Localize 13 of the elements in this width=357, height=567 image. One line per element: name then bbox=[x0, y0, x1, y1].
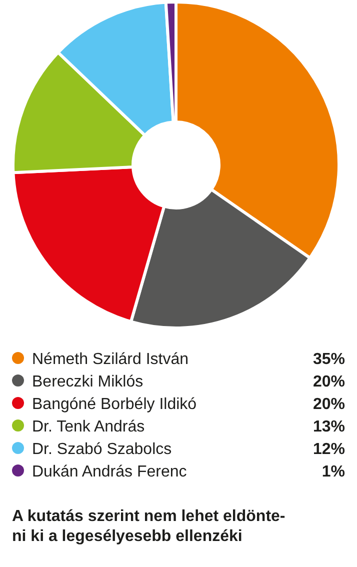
data-label: 20% bbox=[312, 374, 345, 390]
data-label: 20% bbox=[312, 396, 345, 413]
data-label: 35% bbox=[312, 351, 345, 368]
data-label: 13% bbox=[312, 418, 345, 436]
legend-label: Bereczki Miklós bbox=[32, 374, 144, 390]
legend-label: Dr. Tenk András bbox=[32, 418, 145, 436]
legend-label: Dr. Szabó Szabolcs bbox=[32, 441, 172, 458]
legend-label: Németh Szilárd István bbox=[32, 351, 189, 368]
text: A kutatás szerint nem lehet eldönte- ni ki a legesélyesebb ellenzéki bbox=[12, 508, 286, 545]
legend-label: Dukán András Ferenc bbox=[32, 464, 187, 480]
legend-label: Bangóné Borbély Ildikó bbox=[32, 396, 197, 413]
data-label: 12% bbox=[312, 441, 345, 458]
data-label: 1% bbox=[322, 464, 345, 480]
